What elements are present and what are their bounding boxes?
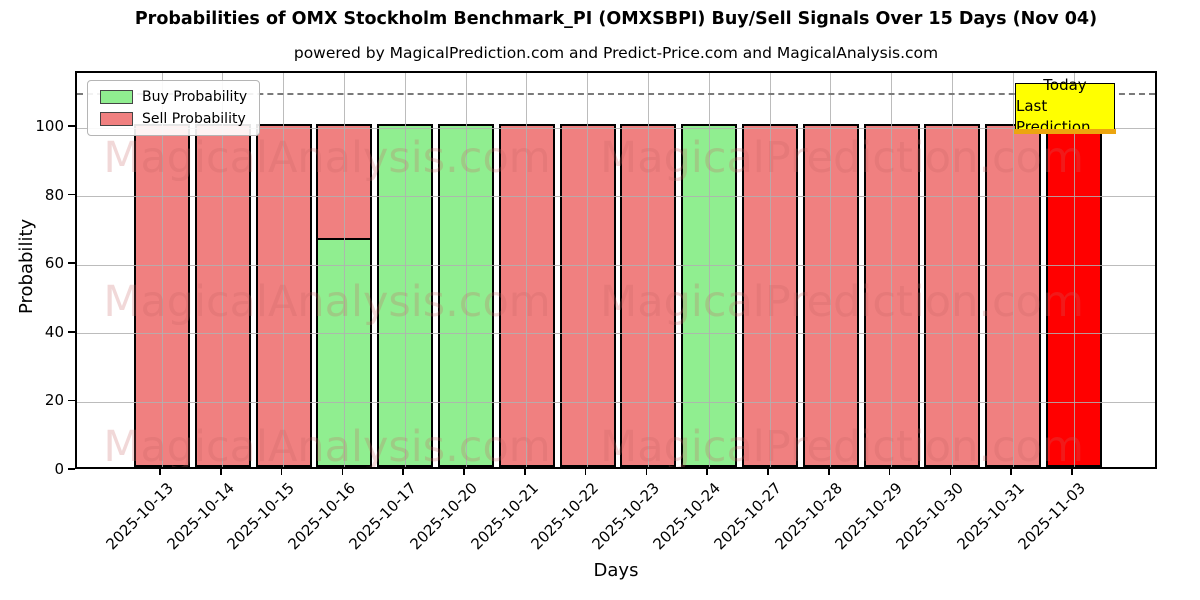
x-axis-tick	[888, 469, 891, 475]
h-gridline	[77, 401, 1155, 403]
x-axis-tick	[949, 469, 952, 475]
x-axis-tick	[524, 469, 526, 475]
chart-subtitle: powered by MagicalPrediction.com and Pre…	[293, 44, 939, 62]
x-axis-tick	[463, 469, 465, 475]
legend-label-sell: Sell Probability	[142, 111, 246, 127]
x-axis-label: Days	[593, 560, 639, 581]
x-axis-tick	[220, 469, 222, 475]
y-axis-tick	[68, 125, 75, 127]
y-tick-label: 60	[44, 254, 64, 273]
v-gridline	[1073, 73, 1075, 467]
today-annotation-line1: Today	[1043, 76, 1087, 94]
x-axis-tick	[767, 469, 769, 475]
y-tick-label: 100	[35, 117, 64, 135]
x-axis-tick	[341, 469, 344, 475]
v-gridline	[1012, 73, 1014, 467]
watermark-text: MagicalPrediction.com	[600, 277, 1084, 327]
legend: Buy Probability Sell Probability	[87, 80, 261, 136]
threshold-dashed-line	[77, 92, 1155, 95]
plot-area: Buy Probability Sell Probability Today L…	[75, 71, 1157, 469]
y-tick-label: 40	[44, 322, 64, 341]
chart-title: Probabilities of OMX Stockholm Benchmark…	[134, 9, 1098, 29]
today-annotation-line2: Last Prediction	[1016, 97, 1091, 136]
h-gridline	[77, 333, 1155, 335]
legend-item-sell: Sell Probability	[100, 111, 247, 127]
x-axis-tick	[645, 469, 648, 475]
v-gridline	[830, 73, 832, 467]
x-axis-tick	[706, 469, 708, 475]
y-tick-label: 20	[44, 391, 64, 410]
x-axis-tick	[280, 469, 283, 475]
v-gridline	[161, 73, 163, 467]
watermark-text: MagicalPrediction.com	[600, 422, 1084, 469]
watermark-text: MagicalAnalysis.com	[103, 422, 551, 469]
v-gridline	[647, 73, 649, 467]
v-gridline	[222, 73, 224, 467]
buy-color-swatch	[100, 90, 133, 104]
y-tick-label: 80	[44, 185, 64, 204]
watermark-text: MagicalAnalysis.com	[103, 277, 551, 327]
h-gridline	[77, 264, 1155, 266]
v-gridline	[404, 73, 406, 467]
x-axis-tick	[159, 469, 161, 475]
legend-item-buy: Buy Probability	[100, 89, 247, 105]
y-axis-tick	[68, 262, 75, 264]
x-axis-tick	[402, 469, 404, 475]
v-gridline	[465, 73, 467, 467]
legend-label-buy: Buy Probability	[142, 89, 248, 105]
v-gridline	[951, 73, 953, 467]
y-axis-tick	[68, 193, 75, 196]
v-gridline	[708, 73, 710, 467]
y-axis-tick	[68, 331, 75, 333]
h-gridline	[77, 127, 1155, 129]
y-axis-tick	[68, 468, 75, 470]
v-gridline	[283, 73, 285, 467]
v-gridline	[526, 73, 528, 467]
x-axis-tick	[828, 469, 830, 475]
v-gridline	[769, 73, 771, 467]
v-gridline	[891, 73, 893, 467]
v-gridline	[587, 73, 589, 467]
x-axis-tick	[1010, 469, 1012, 475]
today-annotation: Today Last Prediction	[1014, 76, 1116, 136]
sell-color-swatch	[100, 112, 133, 126]
y-tick-label: 0	[54, 460, 64, 478]
x-axis-tick	[1071, 469, 1073, 475]
watermark-text: MagicalAnalysis.com	[103, 133, 551, 183]
x-axis-tick	[584, 469, 587, 475]
y-axis-tick	[68, 399, 75, 402]
h-gridline	[77, 196, 1155, 198]
v-gridline	[343, 73, 345, 467]
watermark-text: MagicalPrediction.com	[600, 133, 1084, 183]
